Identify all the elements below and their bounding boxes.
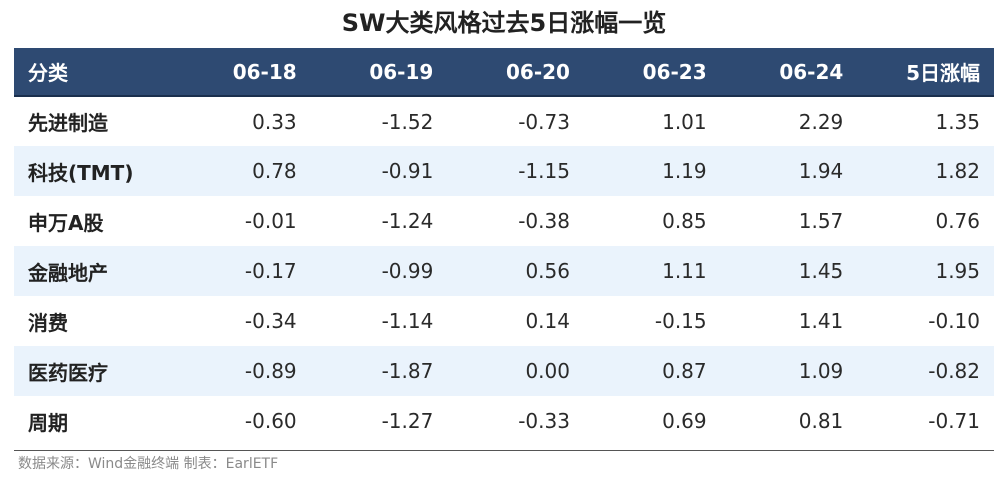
row-label: 周期 — [28, 410, 68, 435]
table-cell: -0.89 — [244, 359, 297, 383]
table-cell: -0.34 — [244, 309, 297, 333]
table-cell: -0.33 — [518, 409, 570, 433]
table-row: 科技(TMT) 0.78 -0.91 -1.15 1.19 1.94 1.82 — [14, 146, 994, 196]
source-note: 数据来源：Wind金融终端 制表：EarlETF — [18, 456, 279, 472]
table-cell: -1.15 — [518, 159, 570, 183]
table-cell: -0.99 — [381, 259, 434, 283]
row-label: 科技(TMT) — [28, 160, 134, 185]
table-cell: -0.15 — [654, 309, 707, 333]
table-cell: -0.91 — [381, 159, 434, 183]
table-cell: 0.00 — [525, 359, 570, 383]
table-cell: -0.60 — [244, 409, 297, 433]
table-cell: 1.95 — [935, 259, 980, 283]
table-cell: -0.01 — [244, 209, 297, 233]
table-row: 先进制造 0.33 -1.52 -0.73 1.01 2.29 1.35 — [14, 96, 994, 146]
column-header: 06-18 — [232, 59, 297, 84]
column-header: 5日涨幅 — [906, 61, 980, 85]
column-header: 06-20 — [506, 59, 570, 84]
table-cell: 0.85 — [662, 209, 707, 233]
table-row: 医药医疗 -0.89 -1.87 0.00 0.87 1.09 -0.82 — [14, 346, 994, 396]
table-cell: 0.81 — [798, 409, 844, 433]
table-bottom-border — [14, 450, 994, 451]
row-label: 先进制造 — [28, 111, 108, 135]
table-cell: 1.19 — [662, 159, 707, 183]
table-cell: 0.56 — [525, 259, 570, 283]
table-cell: 0.76 — [935, 209, 980, 233]
table-cell: 0.87 — [662, 359, 707, 383]
table-row: 周期 -0.60 -1.27 -0.33 0.69 0.81 -0.71 — [14, 396, 994, 446]
table-cell: 0.14 — [525, 309, 570, 333]
table-cell: -0.73 — [518, 109, 570, 134]
table-cell: -0.82 — [928, 359, 980, 383]
table-cell: 1.11 — [662, 259, 707, 283]
table-row: 申万A股 -0.01 -1.24 -0.38 0.85 1.57 0.76 — [14, 196, 994, 246]
table-row: 消费 -0.34 -1.14 0.14 -0.15 1.41 -0.10 — [14, 296, 994, 346]
column-header: 06-23 — [642, 59, 707, 84]
table-cell: -0.17 — [244, 259, 297, 283]
table-cell: -1.27 — [381, 409, 434, 433]
table-cell: -0.71 — [928, 409, 980, 433]
row-label: 申万A股 — [28, 210, 104, 235]
table-row: 金融地产 -0.17 -0.99 0.56 1.11 1.45 1.95 — [14, 246, 994, 296]
data-table: 分类 06-18 06-19 06-20 06-23 06-24 5日涨幅 先进… — [14, 48, 994, 446]
row-label: 金融地产 — [28, 260, 108, 285]
table-cell: 1.57 — [798, 209, 844, 233]
table-cell: -1.14 — [381, 309, 434, 333]
table-cell: -1.24 — [381, 209, 434, 233]
column-header: 分类 — [28, 61, 68, 85]
column-header: 06-19 — [369, 59, 434, 84]
column-header: 06-24 — [779, 59, 844, 84]
table-cell: 0.69 — [662, 409, 707, 433]
table-cell: -0.38 — [518, 209, 570, 233]
table-cell: 2.29 — [798, 109, 844, 134]
table-cell: -1.87 — [381, 359, 434, 383]
table-cell: 1.01 — [662, 109, 707, 134]
row-label: 消费 — [28, 310, 68, 335]
table-cell: 1.45 — [798, 259, 844, 283]
chart-title: SW大类风格过去5日涨幅一览 — [341, 9, 667, 37]
table-cell: 0.78 — [252, 159, 297, 183]
table-cell: 1.35 — [935, 109, 980, 134]
table-cell: -1.52 — [381, 109, 434, 134]
table-cell: 1.09 — [798, 359, 844, 383]
row-label: 医药医疗 — [28, 360, 108, 385]
header-row: 分类 06-18 06-19 06-20 06-23 06-24 5日涨幅 — [14, 48, 994, 96]
table-cell: 1.41 — [798, 309, 844, 333]
table-cell: 1.82 — [935, 159, 980, 183]
table-cell: 0.33 — [252, 109, 297, 134]
table-cell: 1.94 — [798, 159, 844, 183]
table-cell: -0.10 — [928, 309, 980, 333]
